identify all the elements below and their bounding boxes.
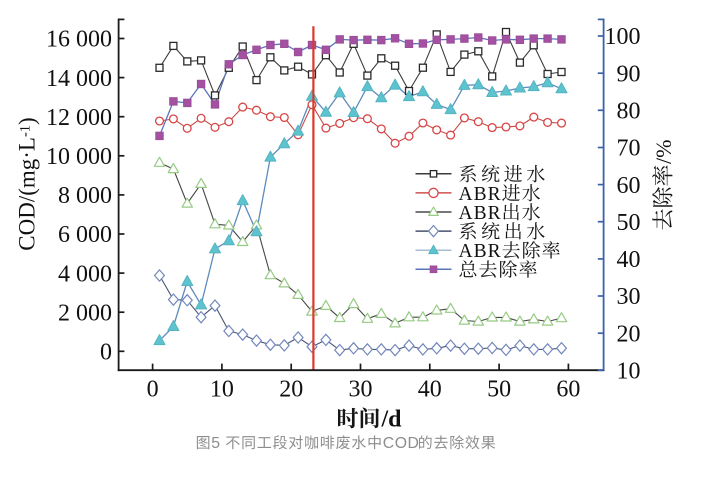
svg-text:80: 80 [617,99,641,125]
svg-text:30: 30 [617,284,641,310]
svg-text:90: 90 [617,61,641,87]
svg-text:10: 10 [210,377,234,403]
svg-text:2 000: 2 000 [58,300,112,326]
svg-text:60: 60 [617,173,641,199]
svg-text:70: 70 [617,136,641,162]
svg-text:40: 40 [617,247,641,273]
svg-text:8 000: 8 000 [58,183,112,209]
svg-text:14 000: 14 000 [46,66,112,92]
svg-text:30: 30 [349,377,373,403]
svg-text:ABR: ABR [459,241,502,262]
svg-text:/d: /d [381,406,403,432]
svg-text:ABR: ABR [459,184,502,205]
svg-text:ABR: ABR [459,203,502,224]
svg-text:/%: /% [651,140,676,164]
svg-text:100: 100 [605,24,641,50]
svg-text:20: 20 [279,377,303,403]
svg-text:16 000: 16 000 [46,27,112,53]
svg-text:10: 10 [617,359,641,385]
svg-text:0: 0 [100,340,112,366]
svg-text:COD/(mg·L-1): COD/(mg·L-1) [15,117,40,250]
svg-text:50: 50 [617,210,641,236]
svg-text:12 000: 12 000 [46,105,112,131]
svg-text:10 000: 10 000 [46,144,112,170]
svg-text:6 000: 6 000 [58,222,112,248]
svg-text:0: 0 [147,377,159,403]
svg-text:4 000: 4 000 [58,261,112,287]
svg-text:60: 60 [556,377,580,403]
svg-text:COD: COD [383,435,420,452]
svg-text:5: 5 [211,435,220,452]
svg-text:20: 20 [617,321,641,347]
svg-text:40: 40 [418,377,442,403]
svg-text:50: 50 [487,377,511,403]
